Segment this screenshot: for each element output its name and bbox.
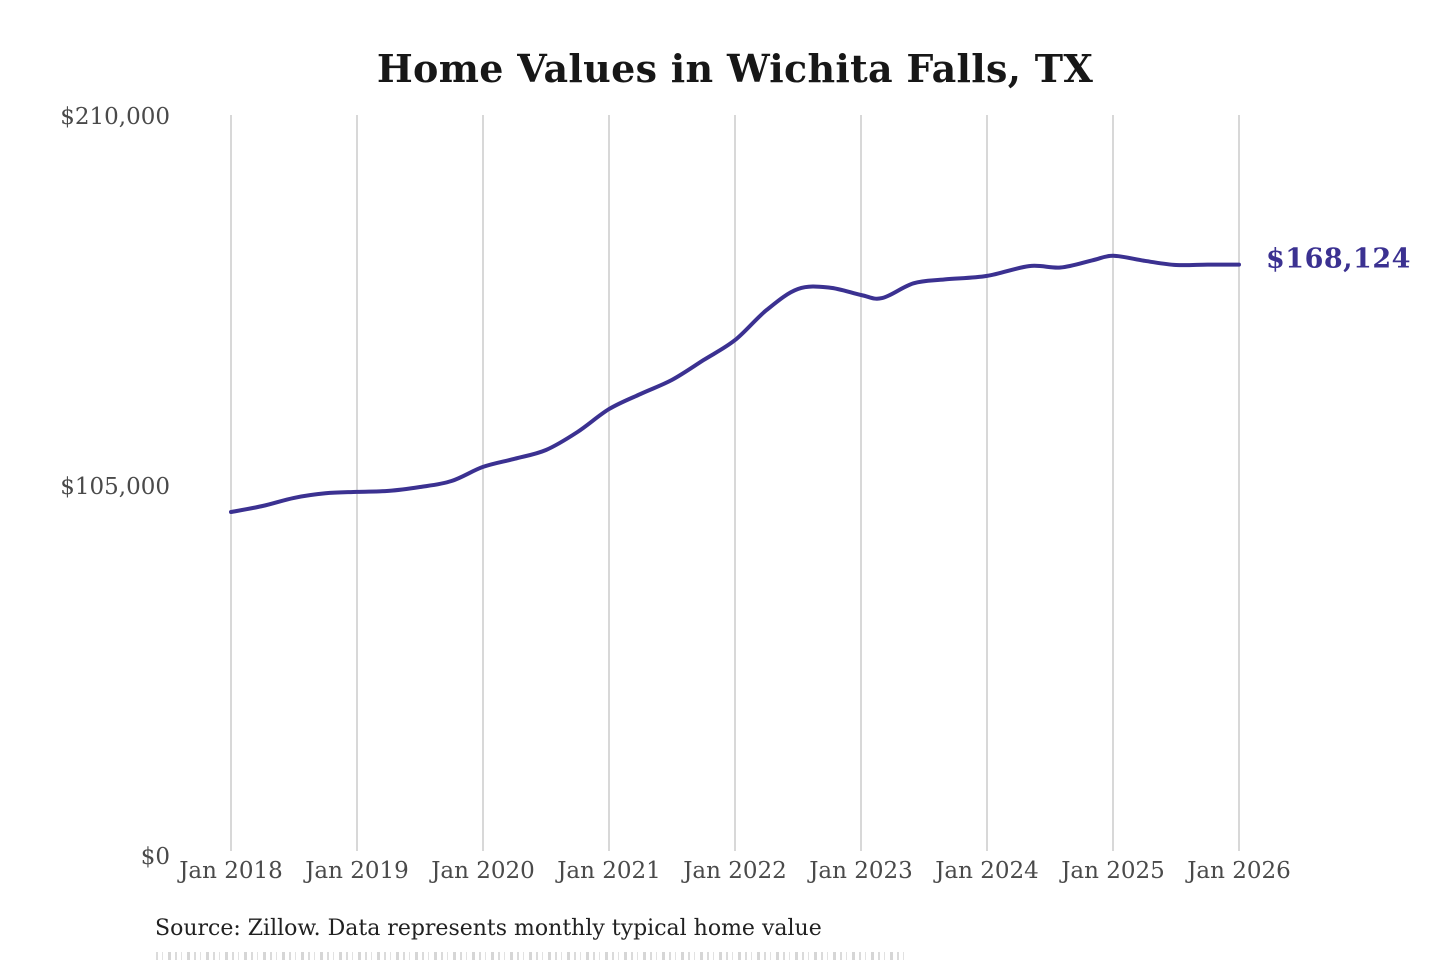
y-axis-tick-label: $210,000 — [60, 104, 170, 130]
y-axis-tick-label: $0 — [140, 844, 170, 870]
chart-title: Home Values in Wichita Falls, TX — [376, 46, 1094, 91]
x-axis-tick-label: Jan 2023 — [809, 858, 913, 884]
x-axis-tick-label: Jan 2021 — [557, 858, 661, 884]
x-axis-tick-label: Jan 2024 — [935, 858, 1039, 884]
x-axis-tick-label: Jan 2025 — [1061, 858, 1165, 884]
y-axis-tick-label: $105,000 — [60, 474, 170, 500]
x-axis-tick-label: Jan 2020 — [431, 858, 535, 884]
clipped-text-strip — [156, 952, 908, 960]
source-note: Source: Zillow. Data represents monthly … — [155, 916, 822, 941]
latest-value-label: $168,124 — [1266, 243, 1411, 275]
x-axis-tick-label: Jan 2026 — [1187, 858, 1291, 884]
x-axis-tick-label: Jan 2019 — [305, 858, 409, 884]
x-axis-tick-label: Jan 2018 — [179, 858, 283, 884]
x-axis-tick-label: Jan 2022 — [683, 858, 787, 884]
home-value-line — [229, 253, 1241, 514]
